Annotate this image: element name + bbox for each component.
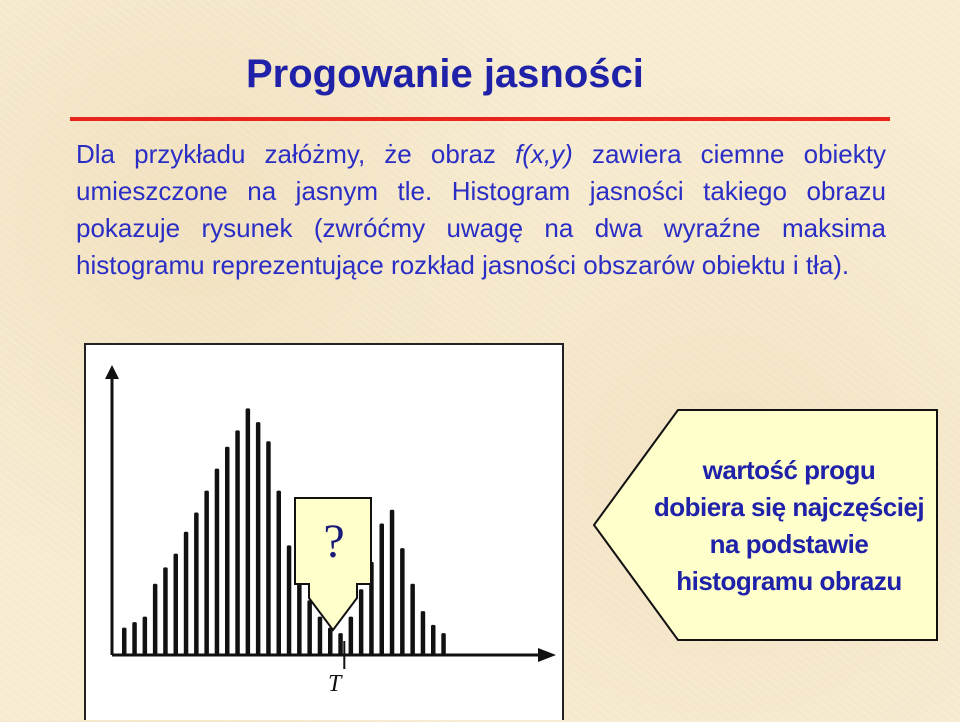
callout-line: histogramu obrazu [676,566,902,596]
histogram-bar [410,583,415,655]
histogram-bar [214,468,220,655]
question-mark: ? [323,515,345,568]
histogram-bar [132,622,137,655]
histogram-bar [235,430,240,655]
histogram-bar [431,624,436,655]
paragraph-part-2: zawiera ciemne obiekty umieszczone na ja… [76,139,886,280]
histogram-bar [420,611,426,655]
callout-line: dobiera się najczęściej [653,492,925,522]
histogram-bar [328,627,333,655]
histogram-bar [255,422,261,655]
histogram-bar [348,616,354,655]
histogram-bar [142,616,148,655]
paragraph-part-1: Dla przykładu załóżmy, że obraz [76,139,516,169]
callout-box [592,409,938,641]
x-axis-arrow [538,648,556,662]
histogram-bar [441,633,446,655]
question-arrow-box [294,497,372,632]
histogram-bar [389,509,395,655]
histogram-bar [225,446,230,655]
slide-title: Progowanie jasności [246,52,644,96]
histogram-bar [286,545,292,655]
callout-line: na podstawie [709,529,869,559]
threshold-label: T [328,671,342,697]
histogram-bar [122,627,127,655]
histogram-bar [400,548,405,655]
histogram-bar [194,512,199,655]
function-name: f(x,y) [515,139,573,169]
histogram-bar [173,553,178,655]
callout-text: wartość progu dobiera się najczęściej na… [648,452,930,600]
histogram-bar [204,490,209,655]
histogram-bar [163,567,168,655]
histogram-bar [338,633,343,655]
histogram-bar [266,441,271,655]
title-underline [70,117,890,121]
histogram-chart [105,365,556,669]
body-paragraph: Dla przykładu załóżmy, że obraz f(x,y) z… [76,136,886,284]
histogram-bar [358,589,364,655]
histogram-bar [317,616,323,655]
histogram-bar [152,583,158,655]
y-axis-arrow [105,365,119,379]
histogram-bar [379,523,384,655]
histogram-bar [369,561,374,655]
histogram-bar [183,531,189,655]
histogram-bar [307,600,312,655]
histogram-bar [297,581,302,655]
histogram-bar [245,408,251,655]
callout-line: wartość progu [702,455,876,485]
histogram-bar [276,490,281,655]
